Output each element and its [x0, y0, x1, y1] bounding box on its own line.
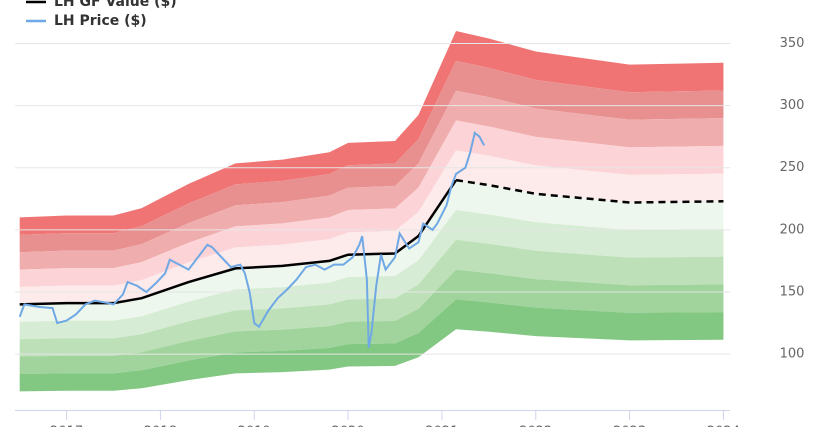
legend-label: LH GF Value ($) [54, 0, 177, 10]
value-band [19, 120, 724, 287]
value-band [19, 180, 724, 322]
x-tick-label: 2019 [238, 425, 271, 427]
value-band [19, 239, 724, 357]
x-tick-label: 2020 [332, 425, 365, 427]
value-band [19, 209, 724, 340]
legend-label: LH Price ($) [54, 13, 147, 29]
x-tick-label: 2023 [613, 425, 646, 427]
y-tick-label: 100 [780, 347, 805, 362]
x-tick-label: 2022 [519, 425, 552, 427]
y-tick-label: 200 [780, 222, 805, 237]
x-tick-label: 2021 [425, 425, 458, 427]
y-tick-label: 250 [780, 160, 805, 175]
value-band [19, 299, 724, 392]
value-band [19, 150, 724, 305]
value-band [19, 269, 724, 374]
gf-value-estimate-line [455, 178, 724, 204]
x-tick-label: 2024 [707, 425, 740, 427]
y-tick-label: 300 [780, 98, 805, 113]
x-tick-label: 2017 [50, 425, 83, 427]
y-tick-label: 350 [780, 36, 805, 51]
price-line [18, 131, 486, 349]
value-band [19, 60, 724, 253]
y-tick-label: 150 [780, 284, 805, 299]
value-band [19, 31, 724, 235]
x-tick-label: 2018 [144, 425, 177, 427]
value-band [19, 90, 724, 270]
